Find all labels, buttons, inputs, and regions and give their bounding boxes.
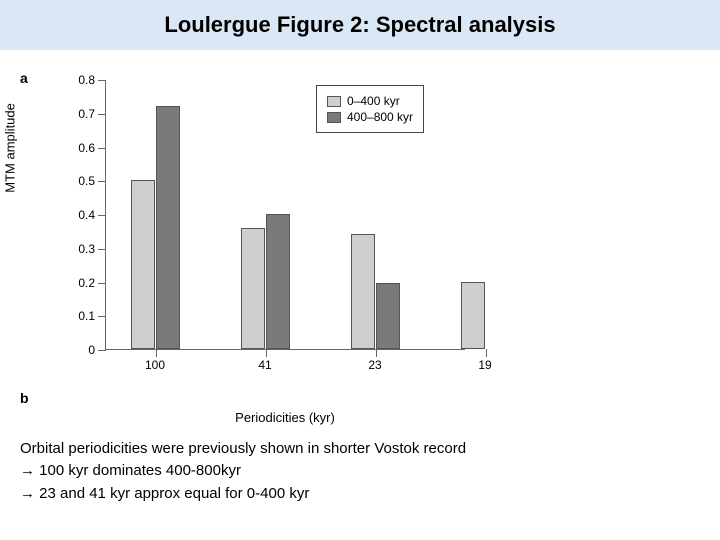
chart-plot: 0–400 kyr400–800 kyr 00.10.20.30.40.50.6… — [105, 80, 465, 350]
x-tick — [376, 349, 377, 357]
chart-legend: 0–400 kyr 400–800 kyr — [316, 85, 424, 133]
bar — [156, 106, 180, 349]
y-tick-label: 0.4 — [78, 208, 95, 222]
y-tick — [98, 80, 106, 81]
title-bar: Loulergue Figure 2: Spectral analysis — [0, 0, 720, 50]
y-tick-label: 0 — [88, 343, 95, 357]
x-tick — [156, 349, 157, 357]
y-tick-label: 0.5 — [78, 174, 95, 188]
x-tick-label: 41 — [258, 358, 271, 372]
x-tick — [266, 349, 267, 357]
caption: Orbital periodicities were previously sh… — [20, 438, 466, 506]
chart-panel-a: a b MTM amplitude 0–400 kyr400–800 kyr 0… — [60, 80, 480, 380]
y-tick-label: 0.2 — [78, 276, 95, 290]
y-tick-label: 0.6 — [78, 141, 95, 155]
page-title: Loulergue Figure 2: Spectral analysis — [0, 12, 720, 38]
caption-line: → 100 kyr dominates 400-800kyr — [20, 460, 466, 483]
bar — [241, 228, 265, 350]
bar — [461, 282, 485, 350]
bar — [131, 180, 155, 349]
y-tick — [98, 114, 106, 115]
bar — [376, 283, 400, 349]
y-tick-label: 0.8 — [78, 73, 95, 87]
bar — [351, 234, 375, 349]
y-tick — [98, 148, 106, 149]
legend-item: 0–400 kyr — [327, 94, 413, 108]
x-tick-label: 19 — [478, 358, 491, 372]
x-tick-label: 100 — [145, 358, 165, 372]
legend-swatch — [327, 112, 341, 123]
legend-item: 400–800 kyr — [327, 110, 413, 124]
x-tick — [486, 349, 487, 357]
y-tick-label: 0.1 — [78, 309, 95, 323]
legend-label: 400–800 kyr — [347, 110, 413, 124]
x-axis-label: Periodicities (kyr) — [235, 410, 335, 425]
y-tick — [98, 350, 106, 351]
panel-a-label: a — [20, 70, 28, 86]
legend-label: 0–400 kyr — [347, 94, 400, 108]
panel-b-label: b — [20, 390, 29, 406]
y-tick — [98, 283, 106, 284]
caption-line: Orbital periodicities were previously sh… — [20, 438, 466, 461]
y-tick — [98, 215, 106, 216]
legend-swatch — [327, 96, 341, 107]
bar — [266, 214, 290, 349]
x-tick-label: 23 — [368, 358, 381, 372]
y-tick — [98, 249, 106, 250]
y-tick-label: 0.3 — [78, 242, 95, 256]
y-axis-label: MTM amplitude — [3, 103, 18, 193]
y-tick — [98, 316, 106, 317]
y-tick — [98, 181, 106, 182]
caption-line: → 23 and 41 kyr approx equal for 0-400 k… — [20, 483, 466, 506]
y-tick-label: 0.7 — [78, 107, 95, 121]
